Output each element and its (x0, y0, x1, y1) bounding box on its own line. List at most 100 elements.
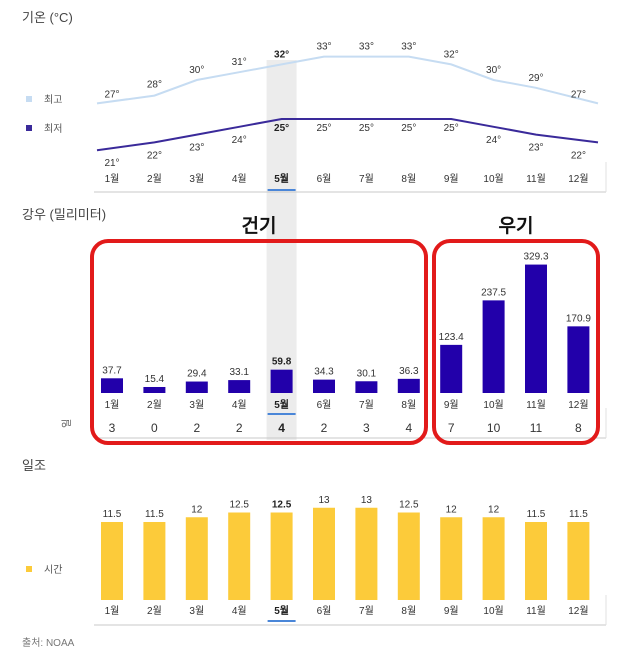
legend-high-label: 최고 (44, 94, 62, 106)
sun-value-label: 11.5 (145, 509, 164, 520)
sun-value-label: 12.5 (399, 500, 419, 511)
high-value-label: 27° (104, 89, 119, 100)
sun-bar (313, 507, 335, 600)
rain-value-label: 15.4 (145, 374, 165, 385)
rainy-days-value: 2 (321, 421, 328, 435)
rain-month-label: 9월 (444, 399, 459, 411)
rain-value-label: 30.1 (357, 368, 377, 379)
sun-month-label: 6월 (317, 605, 332, 617)
rain-value-label: 37.7 (102, 365, 122, 376)
temperature-plot: 27° 28° 30° 31° 32° 33° 33° 33° 32° 30° 29° 27° 21° 2… (94, 42, 607, 193)
sun-value-label: 12 (446, 504, 458, 515)
temp-month-label: 11월 (526, 173, 546, 185)
sun-month-label: 10월 (483, 605, 503, 617)
high-value-label: 32° (444, 49, 459, 60)
high-value-label: 31° (232, 57, 247, 68)
sun-selected-marker (267, 620, 296, 622)
rain-bar (143, 386, 166, 393)
sun-month-label: 4월 (232, 605, 247, 617)
rainfall-title: 강우 (밀리미터) (22, 207, 106, 222)
rain-month-label: 3월 (189, 399, 204, 411)
high-value-label: 33° (359, 42, 374, 53)
legend-high-swatch (26, 96, 32, 102)
rain-value-label: 237.5 (481, 287, 506, 298)
low-value-label: 23° (528, 143, 543, 154)
rainy-days-value: 2 (193, 421, 200, 435)
temp-month-label: 3월 (189, 173, 204, 185)
rain-bar (228, 380, 251, 393)
temp-selected-marker (267, 189, 296, 191)
temp-month-label: 9월 (444, 173, 459, 185)
rain-month-label: 1월 (105, 399, 120, 411)
rain-bar (185, 381, 208, 393)
legend-low-swatch (26, 125, 32, 131)
rainy-days-label: 일 (61, 419, 73, 428)
rain-month-label: 5월 (274, 399, 289, 411)
high-value-label: 30° (486, 65, 501, 76)
low-value-label: 25° (274, 123, 289, 134)
wet-season-box (432, 239, 600, 445)
sun-bar (525, 522, 547, 600)
legend-sun-label: 시간 (44, 564, 62, 576)
sun-value-label: 11.5 (569, 509, 588, 520)
low-value-label: 23° (189, 143, 204, 154)
sun-value-label: 11.5 (103, 509, 122, 520)
rain-month-label: 2월 (147, 399, 162, 411)
temp-month-label: 4월 (232, 173, 247, 185)
sun-month-label: 8월 (401, 605, 416, 617)
rain-bar (355, 381, 378, 393)
rain-bar (313, 379, 335, 393)
temp-month-label: 10월 (483, 173, 503, 185)
high-value-label: 33° (316, 42, 331, 53)
sun-month-label: 12월 (568, 605, 588, 617)
sun-month-label: 1월 (105, 605, 120, 617)
rain-value-label: 36.3 (399, 366, 419, 377)
rain-bar (482, 300, 505, 393)
series-high-line (96, 55, 599, 105)
rain-value-label: 329.3 (523, 252, 548, 263)
high-value-label: 27° (571, 89, 586, 100)
sun-month-label: 3월 (189, 605, 204, 617)
rain-month-label: 8월 (401, 399, 416, 411)
low-value-label: 24° (232, 135, 247, 146)
rain-value-label: 29.4 (187, 369, 207, 380)
rain-value-label: 123.4 (439, 332, 464, 343)
sun-month-label: 5월 (274, 605, 289, 617)
rain-month-label: 4월 (232, 399, 247, 411)
rain-month-label: 11월 (526, 399, 546, 411)
rainy-days-value: 4 (278, 421, 285, 435)
low-value-label: 25° (316, 123, 331, 134)
sun-month-label: 2월 (147, 605, 162, 617)
sun-value-label: 12 (488, 504, 500, 515)
wet-season-label: 우기 (499, 215, 534, 237)
rain-bar (525, 264, 547, 393)
rain-month-label: 12월 (568, 399, 588, 411)
low-value-label: 22° (571, 150, 586, 161)
rain-month-label: 10월 (483, 399, 503, 411)
rain-value-label: 33.1 (229, 367, 249, 378)
legend-sun-swatch (26, 566, 32, 572)
sun-bar (567, 522, 590, 600)
sun-bar (228, 512, 251, 600)
rain-bar (567, 326, 590, 393)
rainy-days-value: 8 (575, 421, 582, 435)
temp-month-label: 5월 (274, 173, 289, 185)
low-value-label: 25° (401, 123, 416, 134)
dry-season-label: 건기 (242, 215, 277, 237)
sun-value-label: 13 (318, 495, 330, 506)
low-value-label: 25° (444, 123, 459, 134)
sun-bar (482, 517, 505, 600)
sunshine-plot: 11.5 11.5 12 12.5 12.5 13 13 12.5 12 12 11.5 11.5 1월… (94, 495, 607, 626)
rainy-days-value: 3 (109, 421, 116, 435)
series-low-line (96, 118, 599, 152)
sun-value-label: 12.5 (272, 500, 292, 511)
high-value-label: 30° (189, 65, 204, 76)
sun-month-label: 9월 (444, 605, 459, 617)
rain-month-label: 7월 (359, 399, 374, 411)
rain-bar (440, 344, 463, 393)
rain-value-label: 59.8 (272, 357, 292, 368)
source-note: 출처: NOAA (22, 637, 75, 649)
high-value-label: 32° (274, 49, 289, 60)
sun-month-label: 11월 (526, 605, 546, 617)
